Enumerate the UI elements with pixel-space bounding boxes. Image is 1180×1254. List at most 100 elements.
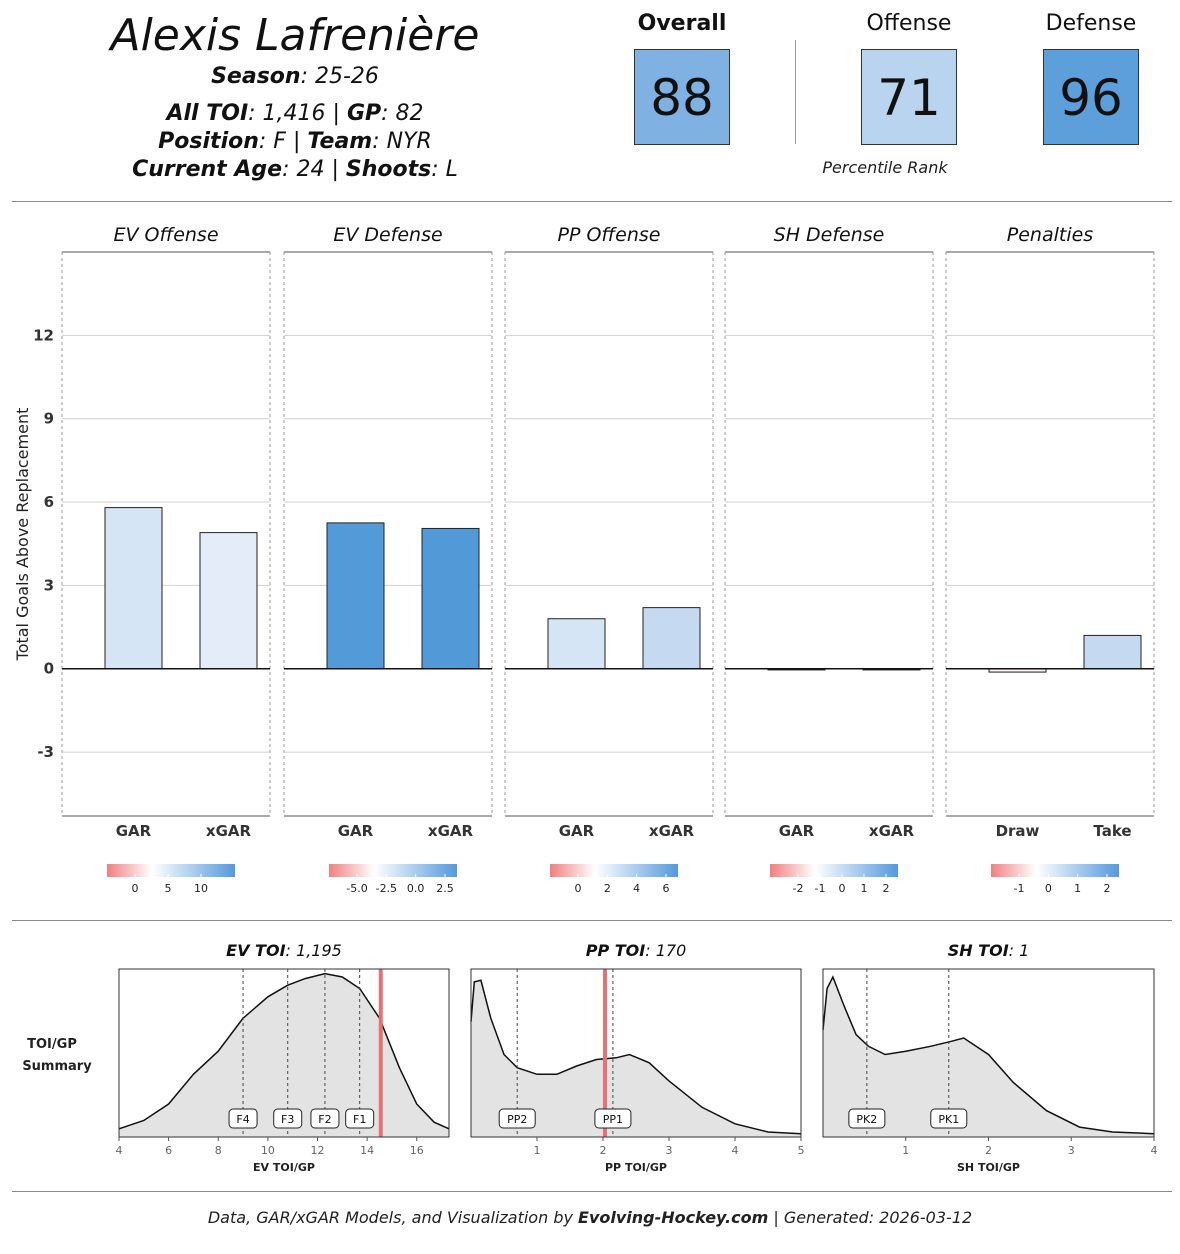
density-curve xyxy=(470,979,802,1135)
percentile-caption: Percentile Rank xyxy=(822,158,948,177)
panel-title: Penalties xyxy=(1007,224,1094,246)
toi-gp-line: All TOI: 1,416 | GP: 82 xyxy=(60,101,530,126)
offense-label: Offense xyxy=(866,11,952,36)
shoots-label: Shoots xyxy=(345,157,432,182)
legend-tick-label: 1 xyxy=(861,882,868,895)
toi-panel-frame xyxy=(470,968,802,1138)
x-tick-label: 4 xyxy=(116,1144,123,1157)
team-value: : NYR xyxy=(372,129,432,154)
toi-title-bold: EV TOI xyxy=(226,941,285,960)
x-tick-label: 1 xyxy=(902,1144,909,1157)
gar-bar-chart: Total Goals Above Replacement-3036912EV … xyxy=(13,224,1155,895)
legend-tick-label: 1 xyxy=(1074,882,1081,895)
player-name: Alexis Lafrenière xyxy=(110,10,480,61)
role-marker-label: F1 xyxy=(353,1113,366,1126)
defense-label: Defense xyxy=(1045,11,1137,36)
overall-label: Overall xyxy=(637,11,727,36)
role-marker-box xyxy=(594,1108,632,1129)
x-tick-label: xGAR xyxy=(428,822,474,840)
role-marker-box xyxy=(273,1108,303,1129)
x-tick-label: 4 xyxy=(1151,1144,1158,1157)
color-legend-bar xyxy=(550,864,678,877)
color-legend-bar xyxy=(107,864,235,877)
role-marker-label: F3 xyxy=(281,1113,294,1126)
density-area xyxy=(471,980,801,1137)
role-marker-box xyxy=(848,1108,886,1129)
x-tick-label: xGAR xyxy=(649,822,695,840)
density-area xyxy=(823,977,1154,1137)
season-value: : 25-26 xyxy=(300,64,379,89)
role-marker-box xyxy=(930,1108,968,1129)
x-tick-label: xGAR xyxy=(869,822,915,840)
position-team-line: Position: F | Team: NYR xyxy=(60,129,530,154)
legend-tick-label: 0 xyxy=(575,882,582,895)
role-marker-box xyxy=(228,1108,258,1129)
bar-xgar xyxy=(421,527,480,670)
toi-title-value: : 1,195 xyxy=(286,941,342,960)
bar-gar xyxy=(326,522,385,670)
role-marker-box xyxy=(498,1108,536,1129)
x-tick-label: GAR xyxy=(779,822,815,840)
x-axis-label: EV TOI/GP xyxy=(253,1161,315,1174)
x-tick-label: 3 xyxy=(1068,1144,1075,1157)
bar-xgar xyxy=(642,607,701,670)
mid-divider xyxy=(12,920,1172,921)
role-marker-box xyxy=(310,1108,340,1129)
toi-panel-pp-toi: PP TOI: 170 PP2 PP1 1 2 3 4 5 PP TOI/GP xyxy=(470,941,805,1174)
legend-tick-label: 2.5 xyxy=(436,882,454,895)
legend-tick-label: 2 xyxy=(883,882,890,895)
gar-panel-ev-defense: EV Defense GAR xGAR -5.0 -2.5 0.0 2.5 xyxy=(283,224,493,895)
toi-panel-title: SH TOI: 1 xyxy=(948,941,1030,960)
legend-tick-label: -5.0 xyxy=(346,882,367,895)
color-legend-bar xyxy=(770,864,898,877)
x-tick-label: 12 xyxy=(310,1144,324,1157)
legend-tick-label: 2 xyxy=(604,882,611,895)
toi-panel-title: PP TOI: 170 xyxy=(586,941,687,960)
footer-credit: Data, GAR/xGAR Models, and Visualization… xyxy=(0,1208,1180,1227)
density-area xyxy=(119,973,449,1137)
shoots-value: : L xyxy=(431,157,458,182)
legend-tick-label: 10 xyxy=(194,882,208,895)
row-label-line-2: Summary xyxy=(22,1059,92,1074)
gp-label: GP xyxy=(346,101,382,126)
role-marker-label: F4 xyxy=(236,1113,249,1126)
y-tick-label: 0 xyxy=(44,660,54,678)
toi-title-value: : 170 xyxy=(645,941,686,960)
defense-rating-box: 96 xyxy=(1043,49,1139,145)
footer-suffix: | Generated: 2026-03-12 xyxy=(768,1208,973,1227)
x-tick-label: 16 xyxy=(410,1144,424,1157)
legend-tick-label: 4 xyxy=(633,882,640,895)
season-line: Season: 25-26 xyxy=(60,64,530,89)
x-tick-label: Take xyxy=(1093,822,1131,840)
position-label: Position xyxy=(158,129,259,154)
panel-title: PP Offense xyxy=(558,224,661,246)
y-tick-label: -3 xyxy=(37,743,54,761)
x-tick-label: Draw xyxy=(996,822,1040,840)
age-label: Current Age xyxy=(132,157,283,182)
age-value: : 24 | xyxy=(282,157,346,182)
overall-rating-box: 88 xyxy=(634,49,730,145)
y-axis-label: Total Goals Above Replacement xyxy=(13,408,32,662)
gp-value: : 82 xyxy=(381,101,424,126)
y-tick-label: 3 xyxy=(44,576,54,594)
density-curve xyxy=(118,972,450,1130)
toi-title-value: : 1 xyxy=(1009,941,1030,960)
toi-title-bold: SH TOI xyxy=(948,941,1009,960)
x-tick-label: GAR xyxy=(338,822,374,840)
legend-tick-label: 0.0 xyxy=(407,882,425,895)
header-divider xyxy=(12,201,1172,202)
legend-tick-label: -1 xyxy=(815,882,826,895)
x-tick-label: 5 xyxy=(798,1144,805,1157)
role-marker-label: PP2 xyxy=(507,1113,527,1126)
y-tick-label: 12 xyxy=(33,326,54,344)
legend-tick-label: -2 xyxy=(793,882,804,895)
x-tick-label: 6 xyxy=(165,1144,172,1157)
legend-tick-label: 6 xyxy=(663,882,670,895)
toi-panel-ev-toi: EV TOI: 1,195 F4 F3 F2 F1 4 6 8 10 12 14 16 EV TOI/G… xyxy=(116,941,450,1174)
x-tick-label: 10 xyxy=(261,1144,275,1157)
toi-density-chart: TOI/GP Summary EV TOI: 1,195 F4 F3 F2 F1 4 6 8 10 1… xyxy=(22,941,1158,1174)
legend-tick-label: -1 xyxy=(1014,882,1025,895)
x-tick-label: 14 xyxy=(360,1144,374,1157)
legend-tick-label: 5 xyxy=(165,882,172,895)
x-tick-label: GAR xyxy=(116,822,152,840)
